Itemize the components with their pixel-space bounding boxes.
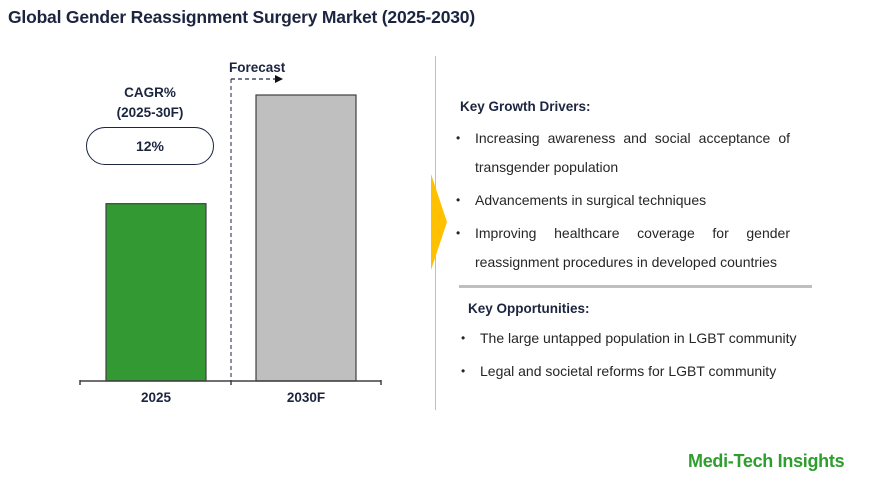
growth-drivers-heading: Key Growth Drivers: bbox=[460, 99, 591, 114]
forecast-arrow-icon bbox=[275, 75, 283, 83]
bullet-icon: • bbox=[456, 226, 461, 240]
x-tick-label-2030f: 2030F bbox=[286, 390, 326, 405]
list-item: • Advancements in surgical techniques bbox=[456, 186, 790, 215]
list-item-text: Improving healthcare coverage for gender… bbox=[475, 225, 790, 270]
bullet-icon: • bbox=[461, 331, 466, 345]
brand-logo: Medi-Tech Insights bbox=[688, 451, 845, 471]
chevron-right-icon bbox=[431, 174, 447, 270]
forecast-label: Forecast bbox=[229, 60, 286, 75]
cagr-period: (2025-30F) bbox=[116, 105, 184, 120]
list-item: • The large untapped population in LGBT c… bbox=[461, 324, 811, 352]
opportunities-list: • The large untapped population in LGBT c… bbox=[461, 324, 811, 390]
list-item: • Increasing awareness and social accepta… bbox=[456, 124, 790, 182]
section-divider bbox=[459, 285, 812, 288]
list-item-text: Legal and societal reforms for LGBT comm… bbox=[480, 363, 777, 379]
list-item: • Legal and societal reforms for LGBT com… bbox=[461, 357, 811, 385]
x-axis bbox=[79, 380, 382, 385]
list-item-text: Advancements in surgical techniques bbox=[475, 192, 707, 208]
cagr-value-badge: 12% bbox=[86, 127, 214, 165]
bar-2025 bbox=[105, 203, 207, 382]
list-item-text: Increasing awareness and social acceptan… bbox=[475, 130, 790, 175]
bullet-icon: • bbox=[456, 193, 461, 207]
opportunities-heading: Key Opportunities: bbox=[468, 301, 590, 316]
x-tick-label-2025: 2025 bbox=[140, 390, 172, 405]
bullet-icon: • bbox=[461, 364, 466, 378]
growth-drivers-list: • Increasing awareness and social accepta… bbox=[456, 124, 790, 281]
list-item-text: The large untapped population in LGBT co… bbox=[480, 330, 797, 346]
bar-2030f bbox=[255, 94, 357, 382]
cagr-title: CAGR% bbox=[124, 85, 176, 100]
cagr-label: CAGR% (2025-30F) bbox=[90, 83, 210, 123]
list-item: • Improving healthcare coverage for gende… bbox=[456, 219, 790, 277]
bar-chart bbox=[79, 75, 382, 385]
page-title: Global Gender Reassignment Surgery Marke… bbox=[8, 7, 475, 27]
bullet-icon: • bbox=[456, 131, 461, 145]
